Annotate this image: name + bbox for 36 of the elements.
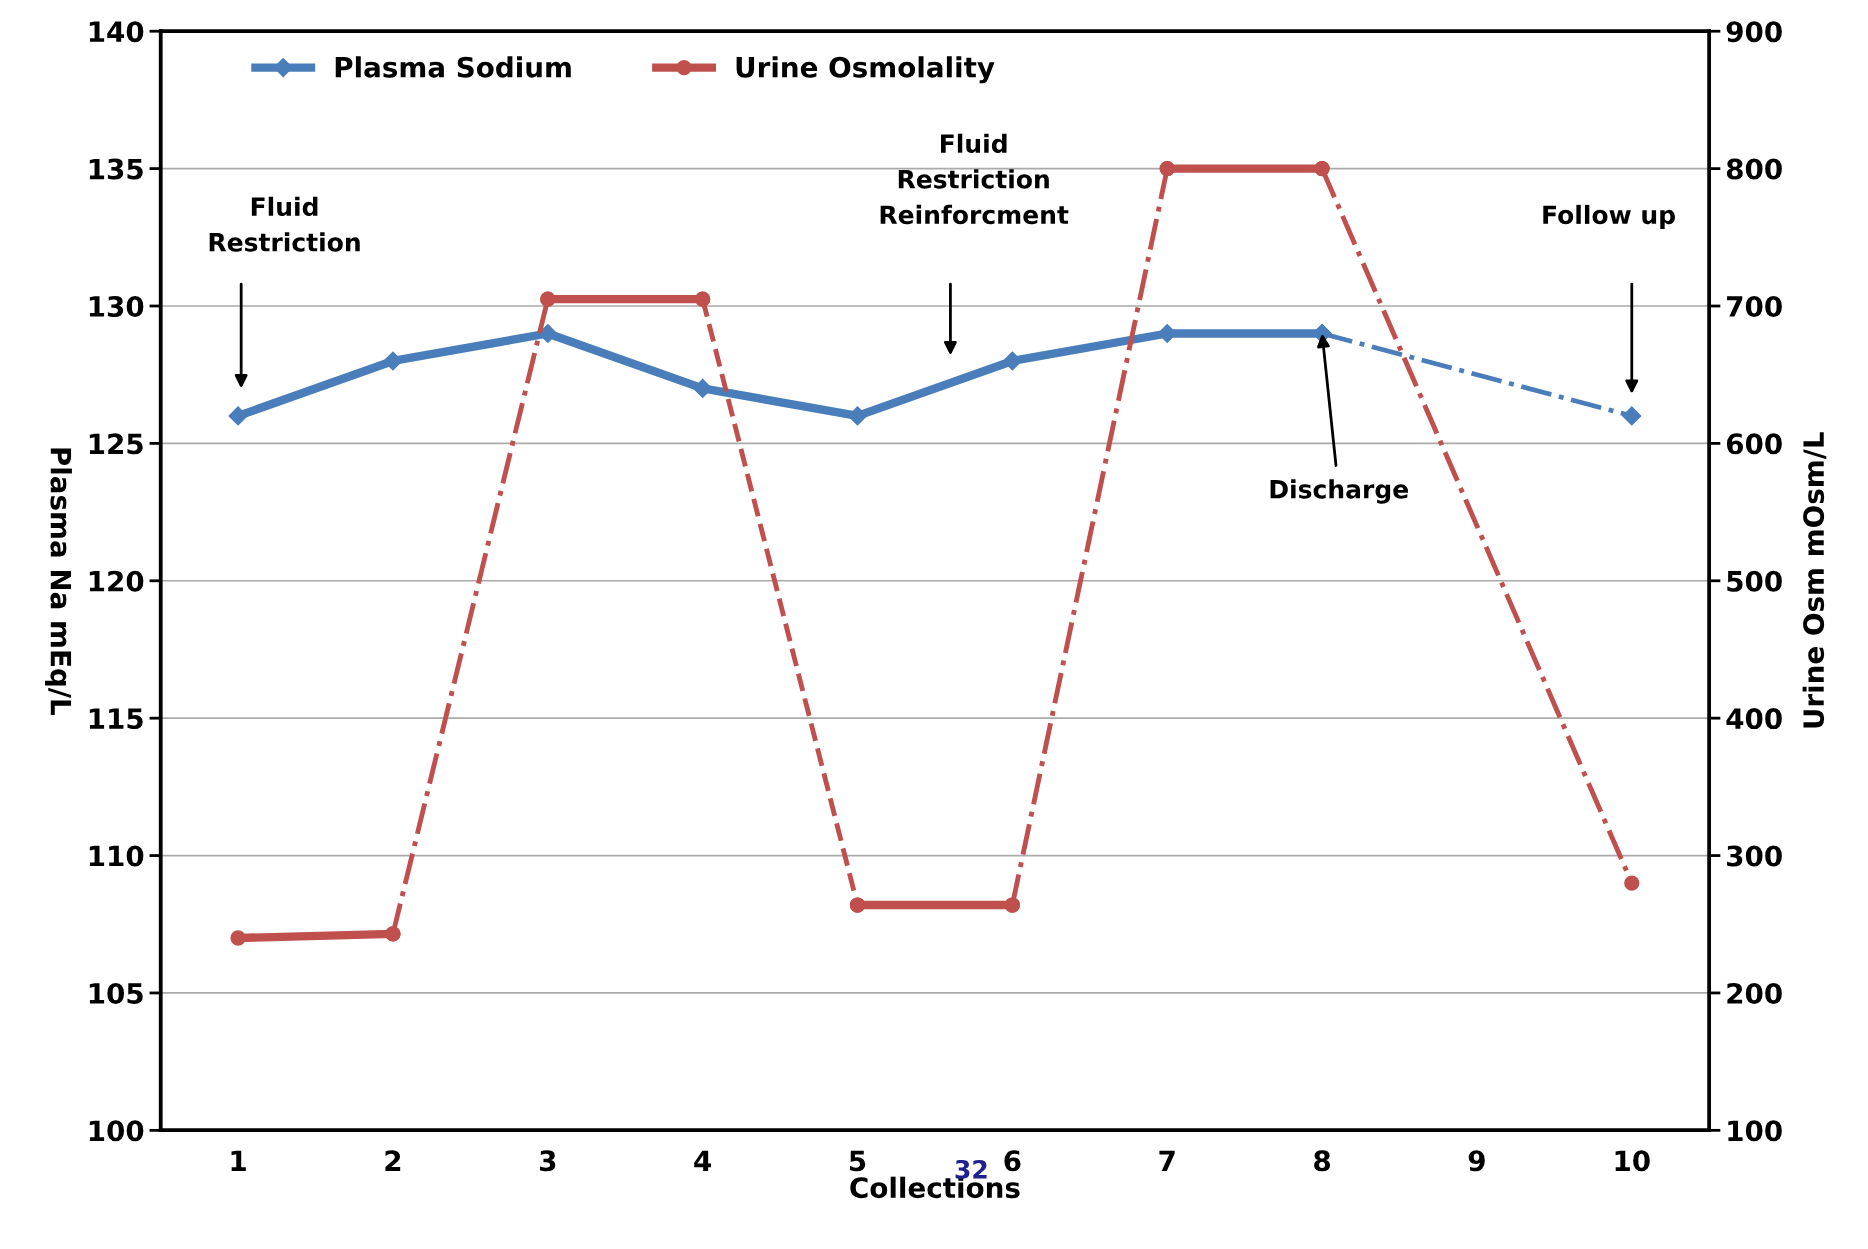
x-tick-label: 6	[1004, 1150, 1021, 1172]
y2-tick-label: 500	[1727, 570, 1782, 592]
annotation: Fluid Restriction Reinforcment	[880, 133, 1069, 225]
x-tick-label: 7	[1159, 1150, 1175, 1171]
y2-tick-label: 700	[1727, 295, 1782, 317]
annotation: Fluid Restriction	[209, 196, 360, 252]
y2-tick-label: 600	[1726, 433, 1782, 455]
x-tick-label: 5	[849, 1150, 866, 1172]
x-tick-label: 4	[694, 1150, 712, 1171]
y-tick-label: 125	[89, 433, 143, 455]
x-tick-label: 3	[539, 1150, 556, 1172]
y-tick-label: 140	[89, 21, 144, 43]
legend-label: Plasma Sodium	[335, 56, 571, 78]
y-tick-label: 100	[89, 1120, 144, 1142]
annotation: Discharge	[1270, 479, 1408, 504]
x-tick-label: 2	[385, 1150, 401, 1171]
y-tick-label: 115	[89, 708, 143, 730]
y-axis-title: Plasma Na mEq/L	[45, 448, 72, 715]
annotation: Follow up	[1543, 204, 1675, 230]
x-tick-label: 9	[1468, 1150, 1485, 1172]
y-tick-label: 105	[89, 982, 143, 1004]
y2-tick-label: 400	[1726, 708, 1782, 730]
y2-tick-label: 900	[1726, 21, 1782, 43]
x-tick-label: 1	[231, 1150, 246, 1171]
y2-tick-label: 800	[1726, 158, 1782, 180]
y-tick-label: 135	[89, 158, 143, 180]
y-tick-label: 120	[89, 570, 144, 592]
y2-tick-label: 200	[1727, 982, 1782, 1004]
y-tick-label: 110	[89, 845, 144, 867]
x-tick-label: 8	[1314, 1150, 1331, 1172]
y2-axis-title: Urine Osm mOsm/L	[1802, 432, 1827, 728]
y-tick-label: 130	[89, 295, 144, 317]
legend-label: Urine Osmolality	[736, 56, 995, 84]
y2-tick-label: 100	[1728, 1120, 1782, 1142]
x-tick-label: 10	[1615, 1150, 1650, 1172]
y2-tick-label: 300	[1727, 845, 1782, 867]
